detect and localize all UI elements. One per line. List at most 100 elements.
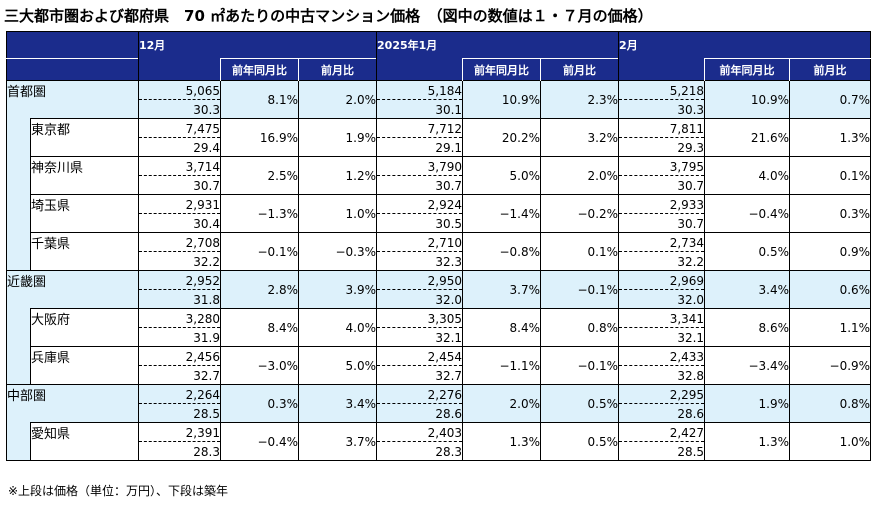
price-cell: 3,795	[618, 156, 705, 176]
building-age-cell: 30.3	[618, 99, 705, 119]
mom-cell: 0.5%	[540, 422, 619, 461]
footnote: ※上段は価格（単位：万円）、下段は築年	[8, 484, 229, 498]
building-age-cell: 31.9	[138, 327, 221, 347]
region-name: 近畿圏	[6, 270, 139, 309]
prefecture-row: 兵庫県 2,456 −3.0% 5.0% 2,454 −1.1% −0.1% 2,433 −3.…	[7, 346, 871, 385]
price-table: 12月 2025年1月 2月 前年同月比 前月比 前年同月比 前月比 前年同月比…	[6, 31, 872, 461]
prefecture-row: 大阪府 3,280 8.4% 4.0% 3,305 8.4% 0.8% 3,341 8.6% 1.…	[6, 308, 871, 385]
price-cell: 2,276	[376, 384, 463, 404]
building-age-cell: 32.8	[618, 365, 705, 385]
price-cell: 3,280	[138, 308, 221, 328]
price-cell: 3,714	[138, 156, 221, 176]
region-row: 首都圏 5,065 8.1% 2.0% 5,184 10.9% 2.3% 5,218 10.9%…	[6, 80, 871, 119]
mom-cell: 1.2%	[297, 156, 377, 195]
period-header: 12月	[137, 31, 377, 59]
mom-cell: 4.0%	[297, 308, 377, 347]
yoy-cell: 3.4%	[704, 270, 790, 309]
yoy-cell: 8.4%	[462, 308, 541, 347]
indent-column	[6, 118, 31, 271]
building-age-cell: 32.3	[376, 251, 463, 271]
price-cell: 5,065	[138, 80, 221, 100]
mom-cell: 0.8%	[540, 308, 619, 347]
mom-cell: 1.3%	[789, 118, 871, 157]
price-cell: 2,710	[376, 232, 463, 252]
period-header: 2月	[618, 31, 871, 59]
yoy-cell: 8.4%	[220, 308, 299, 347]
building-age-cell: 32.0	[618, 289, 705, 309]
yoy-cell: −0.8%	[462, 232, 541, 271]
yoy-cell: 8.6%	[704, 308, 790, 347]
prefecture-name: 千葉県	[30, 232, 139, 271]
building-age-cell: 32.0	[376, 289, 463, 309]
price-cell: 2,433	[618, 346, 705, 366]
building-age-cell: 32.2	[138, 251, 221, 271]
building-age-cell: 30.7	[618, 175, 705, 195]
price-cell: 7,811	[618, 118, 705, 138]
price-cell: 5,218	[618, 80, 705, 100]
mom-cell: 1.1%	[789, 308, 871, 347]
indent-column	[6, 308, 31, 385]
price-column-header	[618, 58, 705, 81]
price-cell: 2,454	[376, 346, 463, 366]
price-cell: 2,933	[618, 194, 705, 214]
building-age-cell: 32.2	[618, 251, 705, 271]
yoy-cell: −1.4%	[462, 194, 541, 233]
building-age-cell: 32.1	[376, 327, 463, 347]
yoy-cell: 20.2%	[462, 118, 541, 157]
yoy-column-header: 前年同月比	[704, 58, 790, 81]
price-cell: 3,305	[376, 308, 463, 328]
price-cell: 2,708	[138, 232, 221, 252]
prefecture-name: 兵庫県	[30, 346, 139, 385]
price-cell: 2,931	[138, 194, 221, 214]
mom-cell: −0.2%	[540, 194, 619, 233]
prefecture-row: 東京都 7,475 16.9% 1.9% 7,712 20.2% 3.2% 7,811 21.6…	[6, 118, 871, 271]
mom-cell: 0.8%	[789, 384, 871, 423]
price-cell: 3,341	[618, 308, 705, 328]
prefecture-row: 千葉県 2,708 −0.1% −0.3% 2,710 −0.8% 0.1% 2,734 0.5…	[7, 232, 871, 271]
region-name: 首都圏	[6, 80, 139, 119]
price-cell: 2,456	[138, 346, 221, 366]
mom-cell: −0.9%	[789, 346, 871, 385]
building-age-cell: 30.7	[376, 175, 463, 195]
yoy-cell: 1.3%	[704, 422, 790, 461]
price-cell: 7,475	[138, 118, 221, 138]
price-cell: 2,427	[618, 422, 705, 442]
yoy-cell: 5.0%	[462, 156, 541, 195]
age-subrow: 29.4 29.1 29.3	[7, 137, 871, 157]
mom-cell: 3.7%	[297, 422, 377, 461]
mom-cell: 0.1%	[789, 156, 871, 195]
yoy-cell: −0.4%	[704, 194, 790, 233]
age-subrow: 30.3 30.1 30.3	[7, 99, 871, 119]
price-cell: 7,712	[376, 118, 463, 138]
yoy-cell: −1.1%	[462, 346, 541, 385]
building-age-cell: 28.5	[138, 403, 221, 423]
mom-cell: −0.1%	[540, 270, 619, 309]
yoy-cell: −0.4%	[220, 422, 299, 461]
mom-column-header: 前月比	[297, 58, 377, 81]
yoy-cell: 3.7%	[462, 270, 541, 309]
yoy-cell: −3.4%	[704, 346, 790, 385]
mom-cell: 2.3%	[540, 80, 619, 119]
prefecture-name: 神奈川県	[30, 156, 139, 195]
yoy-cell: 2.8%	[220, 270, 299, 309]
mom-cell: 2.0%	[297, 80, 377, 119]
yoy-cell: −0.1%	[220, 232, 299, 271]
price-cell: 2,952	[138, 270, 221, 290]
mom-cell: −0.3%	[297, 232, 377, 271]
prefecture-row: 埼玉県 2,931 −1.3% 1.0% 2,924 −1.4% −0.2% 2,933 −0.…	[7, 194, 871, 233]
page-title: 三大都市圏および都府県 70 ㎡あたりの中古マンション価格 （図中の数値は１・７…	[4, 7, 653, 25]
price-cell: 2,969	[618, 270, 705, 290]
region-row: 近畿圏 2,952 2.8% 3.9% 2,950 3.7% −0.1% 2,969 3.4% 0…	[6, 270, 871, 309]
price-cell: 2,924	[376, 194, 463, 214]
price-cell: 2,391	[138, 422, 221, 442]
yoy-cell: −1.3%	[220, 194, 299, 233]
age-subrow: 32.2 32.3 32.2	[7, 251, 871, 271]
table-body: 首都圏 5,065 8.1% 2.0% 5,184 10.9% 2.3% 5,218 10.9%…	[6, 80, 871, 461]
region-row: 中部圏 2,264 0.3% 3.4% 2,276 2.0% 0.5% 2,295 1.9% 0.…	[6, 384, 871, 423]
building-age-cell: 28.3	[138, 441, 221, 461]
mom-cell: 3.2%	[540, 118, 619, 157]
prefecture-row: 神奈川県 3,714 2.5% 1.2% 3,790 5.0% 2.0% 3,795 4.0% 0…	[7, 156, 871, 195]
mom-cell: 0.7%	[789, 80, 871, 119]
building-age-cell: 28.6	[376, 403, 463, 423]
age-subrow: 31.8 32.0 32.0	[7, 289, 871, 309]
